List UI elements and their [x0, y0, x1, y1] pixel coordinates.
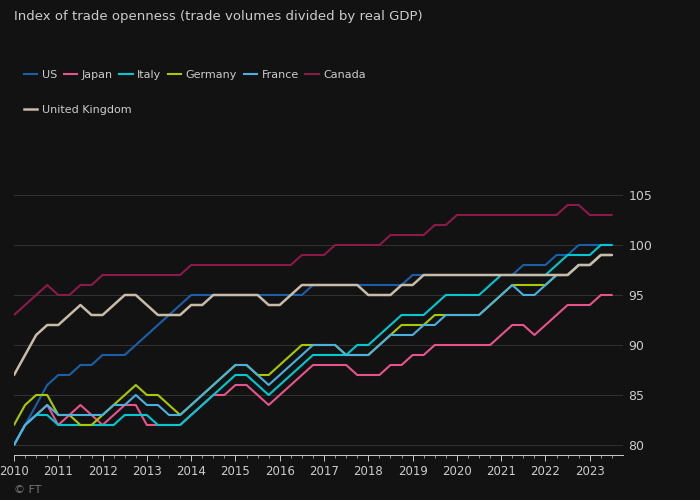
Germany: [154, 392, 162, 398]
Germany: [541, 282, 550, 288]
Japan: [608, 292, 616, 298]
US: [10, 442, 18, 448]
Germany: [120, 392, 129, 398]
Germany: [10, 422, 18, 428]
France: [231, 362, 239, 368]
US: [231, 292, 239, 298]
France: [120, 402, 129, 408]
France: [596, 252, 605, 258]
Japan: [10, 442, 18, 448]
US: [120, 352, 129, 358]
US: [608, 242, 616, 248]
France: [76, 412, 85, 418]
Line: France: France: [14, 255, 612, 445]
US: [541, 262, 550, 268]
United Kingdom: [10, 372, 18, 378]
Japan: [120, 402, 129, 408]
Line: Japan: Japan: [14, 295, 612, 445]
United Kingdom: [120, 292, 129, 298]
US: [76, 362, 85, 368]
Canada: [120, 272, 129, 278]
United Kingdom: [541, 272, 550, 278]
Canada: [596, 212, 605, 218]
Japan: [596, 292, 605, 298]
France: [10, 442, 18, 448]
United Kingdom: [586, 262, 594, 268]
Italy: [154, 422, 162, 428]
Legend: US, Japan, Italy, Germany, France, Canada: US, Japan, Italy, Germany, France, Canad…: [20, 66, 370, 84]
US: [575, 242, 583, 248]
Germany: [596, 252, 605, 258]
United Kingdom: [231, 292, 239, 298]
United Kingdom: [154, 312, 162, 318]
Japan: [76, 402, 85, 408]
Italy: [608, 242, 616, 248]
Line: US: US: [14, 245, 612, 445]
Canada: [154, 272, 162, 278]
France: [586, 262, 594, 268]
Japan: [586, 302, 594, 308]
Line: Germany: Germany: [14, 255, 612, 425]
Japan: [154, 422, 162, 428]
Canada: [608, 212, 616, 218]
Japan: [541, 322, 550, 328]
Line: Italy: Italy: [14, 245, 612, 445]
Japan: [231, 382, 239, 388]
Germany: [586, 262, 594, 268]
France: [154, 402, 162, 408]
Germany: [76, 422, 85, 428]
Italy: [120, 412, 129, 418]
Germany: [231, 362, 239, 368]
United Kingdom: [608, 252, 616, 258]
France: [608, 252, 616, 258]
Canada: [231, 262, 239, 268]
Legend: United Kingdom: United Kingdom: [20, 100, 136, 119]
Line: Canada: Canada: [14, 205, 612, 315]
Text: © FT: © FT: [14, 485, 41, 495]
Italy: [10, 442, 18, 448]
Italy: [586, 252, 594, 258]
Text: Index of trade openness (trade volumes divided by real GDP): Index of trade openness (trade volumes d…: [14, 10, 423, 23]
Canada: [10, 312, 18, 318]
Germany: [608, 252, 616, 258]
Canada: [564, 202, 572, 208]
France: [541, 282, 550, 288]
United Kingdom: [596, 252, 605, 258]
US: [154, 322, 162, 328]
Italy: [596, 242, 605, 248]
United Kingdom: [76, 302, 85, 308]
Line: United Kingdom: United Kingdom: [14, 255, 612, 375]
Italy: [76, 422, 85, 428]
US: [596, 242, 605, 248]
Canada: [76, 282, 85, 288]
Italy: [541, 272, 550, 278]
Canada: [541, 212, 550, 218]
Italy: [231, 372, 239, 378]
